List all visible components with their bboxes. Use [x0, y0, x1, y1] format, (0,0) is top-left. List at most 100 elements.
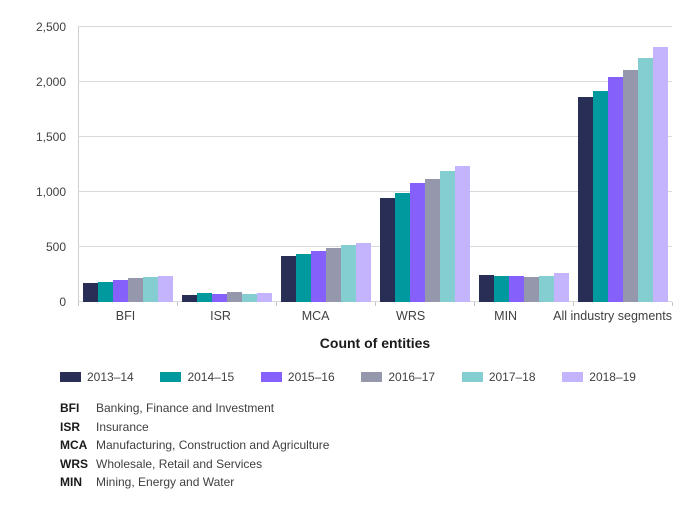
bar-bfi-2014–15: [97, 282, 113, 302]
bar-min-2018–19: [553, 272, 569, 302]
bar-bfi-2013–14: [82, 282, 98, 302]
gridline-0: [78, 301, 672, 302]
footnote-abbr-mca: MCA: [60, 438, 88, 452]
bar-group-wrs: [375, 27, 474, 302]
plot-area: [78, 26, 673, 306]
y-axis-line: [78, 27, 79, 302]
x-label-mca: MCA: [301, 309, 330, 323]
bar-all-industry-segments-2018–19: [652, 46, 668, 302]
bar-wrs-2018–19: [454, 165, 470, 302]
bar-min-2015–16: [508, 276, 524, 302]
legend-swatch-2013–14: [60, 372, 81, 382]
legend-label-2014–15: 2014–15: [187, 370, 235, 384]
bar-isr-2015–16: [211, 293, 227, 302]
legend-swatch-2015–16: [260, 372, 282, 382]
legend-label-2015–16: 2015–16: [287, 370, 335, 384]
bar-min-2017–18: [538, 275, 554, 302]
bar-mca-2016–17: [325, 248, 341, 302]
bar-all-industry-segments-2017–18: [637, 57, 653, 302]
footnote-abbr-wrs: WRS: [60, 456, 88, 471]
x-label-all-industry-segments: All industry segments: [553, 309, 672, 323]
bar-bfi-2015–16: [112, 280, 128, 302]
footnote-row-min: MIN Mining, Energy and Water: [60, 475, 329, 489]
bar-group-min: [474, 27, 573, 302]
legend-swatch-2018–19: [562, 372, 584, 382]
bar-all-industry-segments-2013–14: [577, 97, 593, 302]
footnote-desc-min: Mining, Energy and Water: [96, 475, 235, 489]
footnotes: BFI Banking, Finance and Investment ISR Ins…: [60, 401, 329, 494]
bar-isr-2018–19: [256, 292, 272, 302]
bar-group-mca: [276, 27, 375, 302]
legend: 2013–14 2014–15 2015–16 2016–17 2017–18 2018–…: [60, 370, 636, 384]
legend-swatch-2016–17: [361, 372, 383, 382]
bar-min-2014–15: [493, 275, 509, 302]
bar-min-2013–14: [478, 274, 494, 302]
x-axis-tick-6: [672, 302, 673, 306]
x-label-bfi: BFI: [115, 309, 136, 323]
bar-isr-2014–15: [196, 293, 212, 302]
x-axis-tick-3: [375, 302, 376, 306]
bar-wrs-2015–16: [409, 183, 425, 302]
bar-min-2016–17: [523, 276, 539, 302]
gridline-500: [78, 246, 672, 247]
footnote-row-wrs: WRS Wholesale, Retail and Services: [60, 457, 329, 471]
footnote-desc-wrs: Wholesale, Retail and Services: [96, 456, 263, 471]
x-axis-tick-5: [573, 302, 574, 306]
x-axis-tick-2: [276, 302, 277, 306]
bar-mca-2018–19: [355, 243, 371, 302]
footnote-desc-bfi: Banking, Finance and Investment: [96, 401, 275, 415]
bar-all-industry-segments-2014–15: [592, 91, 608, 302]
legend-item-2014–15: 2014–15: [160, 370, 234, 384]
footnote-abbr-bfi: BFI: [60, 401, 80, 415]
x-label-wrs: WRS: [396, 309, 426, 323]
bar-isr-2013–14: [181, 294, 197, 302]
y-tick-label-500: 500: [45, 240, 66, 254]
footnote-desc-isr: Insurance: [96, 419, 149, 434]
legend-label-2016–17: 2016–17: [388, 370, 436, 384]
bar-bfi-2016–17: [127, 278, 143, 302]
chart-title: Count of entities: [319, 335, 431, 351]
bar-isr-2017–18: [241, 294, 257, 302]
footnote-abbr-isr: ISR: [60, 419, 81, 434]
y-axis-labels: 0 500 1,000 1,500 2,000 2,500: [0, 20, 66, 309]
bar-group-all-industry-segments: [573, 27, 672, 302]
bar-group-bfi: [78, 27, 177, 302]
footnote-abbr-min: MIN: [60, 475, 82, 489]
bar-all-industry-segments-2016–17: [622, 69, 638, 302]
legend-swatch-2017–18: [461, 372, 483, 382]
x-axis-labels: BFI ISR MCA WRS MIN All industry segments: [78, 309, 672, 323]
legend-label-2013–14: 2013–14: [87, 370, 134, 384]
bar-wrs-2016–17: [424, 178, 440, 302]
footnote-row-bfi: BFI Banking, Finance and Investment: [60, 401, 329, 415]
x-label-min: MIN: [494, 309, 518, 323]
legend-swatch-2014–15: [160, 372, 182, 382]
legend-item-2017–18: 2017–18: [461, 370, 536, 384]
bar-all-industry-segments-2015–16: [607, 77, 623, 302]
y-tick-label-0: 0: [59, 295, 66, 309]
y-tick-label-2000: 2,000: [35, 75, 66, 89]
y-tick-label-1500: 1,500: [35, 130, 66, 144]
y-tick-label-2500: 2,500: [35, 20, 66, 34]
bar-mca-2014–15: [295, 254, 311, 302]
legend-item-2018–19: 2018–19: [562, 370, 636, 384]
bar-bfi-2017–18: [142, 276, 158, 302]
bar-group-isr: [177, 27, 276, 302]
bar-groups: [78, 27, 672, 302]
gridline-1000: [78, 191, 672, 192]
gridline-1500: [78, 136, 672, 137]
legend-item-2015–16: 2015–16: [260, 370, 335, 384]
bar-mca-2015–16: [310, 250, 326, 302]
footnote-row-isr: ISR Insurance: [60, 420, 329, 434]
bar-wrs-2013–14: [379, 198, 395, 302]
x-axis-tick-0: [78, 302, 79, 306]
x-label-isr: ISR: [210, 309, 231, 323]
bar-mca-2013–14: [280, 255, 296, 302]
legend-item-2016–17: 2016–17: [361, 370, 435, 384]
bar-mca-2017–18: [340, 245, 356, 302]
bar-bfi-2018–19: [157, 275, 173, 302]
x-axis-tick-4: [474, 302, 475, 306]
footnote-row-mca: MCA Manufacturing, Construction and Agric…: [60, 438, 329, 452]
footnote-desc-mca: Manufacturing, Construction and Agricult…: [96, 438, 330, 452]
x-axis-tick-1: [177, 302, 178, 306]
